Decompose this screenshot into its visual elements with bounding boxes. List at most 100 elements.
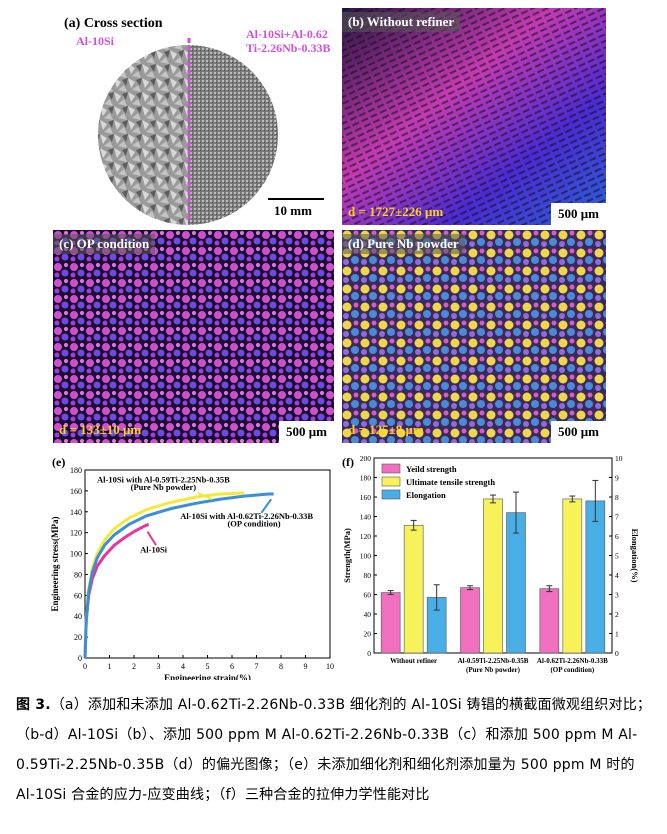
panel-c-label: (c) OP condition	[53, 234, 156, 254]
y-tick-label-e: 180	[70, 466, 82, 475]
y-tick-label-e: 160	[70, 487, 82, 496]
y-tick-label-f: 60	[364, 591, 372, 600]
bar-2-2	[585, 500, 606, 654]
scale-bar-a	[268, 198, 324, 200]
left-tag: Al-10Si	[76, 34, 115, 48]
y-tick-label-f: 120	[360, 532, 372, 541]
y-tick-label-f: 180	[360, 474, 372, 483]
y2-tick-label-f: 1	[615, 630, 619, 639]
y2-tick-label-f: 4	[615, 571, 619, 580]
bar-0-2	[539, 588, 560, 654]
panel-b-label: (b) Without refiner	[342, 12, 461, 32]
x-tick-label-e: 2	[132, 662, 136, 671]
figure-number: 图 3.	[16, 697, 51, 713]
bar-0-0	[380, 592, 401, 654]
y-tick-label-f: 160	[360, 493, 372, 502]
micrograph-d	[342, 230, 606, 443]
x-tick-label-e: 7	[255, 662, 259, 671]
y-axis-label-e: Engineering stress(MPa)	[50, 516, 60, 611]
y-tick-label-f: 140	[360, 513, 372, 522]
scale-label-c: 500 μm	[279, 421, 334, 443]
bar-2-1	[506, 512, 526, 654]
legend-swatch-0	[381, 463, 401, 474]
y-tick-label-f: 40	[364, 610, 372, 619]
y-tick-label-e: 60	[74, 591, 82, 600]
y2-axis-label-f: Elongation(%)	[630, 529, 640, 583]
category-label-2: (OP condition)	[550, 666, 594, 674]
grain-size-d: d = 125±8 μm	[348, 422, 424, 437]
x-tick-label-e: 0	[83, 662, 87, 671]
bar-1-0	[403, 524, 424, 654]
arrow-al10si	[146, 531, 157, 546]
bar-1-2	[562, 498, 583, 654]
scale-label-a: 10 mm	[274, 203, 312, 218]
y-tick-label-f: 100	[360, 552, 372, 561]
category-label-2: Al-0.62Ti-2.26Nb-0.33B	[537, 657, 608, 665]
grain-size-c: d = 133±10 μm	[59, 422, 142, 437]
y-axis-label-f: Strength(MPa)	[342, 528, 352, 583]
bar-0-1	[460, 587, 480, 654]
y-tick-label-e: 40	[74, 612, 82, 621]
y2-tick-label-f: 3	[615, 591, 619, 600]
caption-text: （a）添加和未添加 Al-0.62Ti-2.26Nb-0.33B 细化剂的 Al…	[16, 697, 652, 803]
y2-tick-label-f: 9	[615, 474, 619, 483]
legend-label-1: Ultimate tensile strength	[406, 477, 495, 487]
y-tick-label-f: 0	[367, 649, 371, 658]
scale-label-d: 500 μm	[551, 421, 606, 443]
annotation-pure-nb-sub: (Pure Nb powder)	[131, 482, 197, 492]
stress-strain-chart: (e) 0 1 2 3 4 5 6 7 8 9 10020406080100120140160180…	[50, 455, 334, 680]
annotation-pure-nb: Al-10Si with Al-0.59Ti-2.25Nb-0.35B	[97, 475, 230, 485]
x-tick-label-e: 8	[279, 662, 283, 671]
y2-tick-label-f: 6	[615, 532, 619, 541]
y2-tick-label-f: 7	[615, 513, 619, 522]
y-tick-label-e: 120	[70, 529, 82, 538]
y-tick-label-e: 80	[74, 570, 82, 579]
y2-tick-label-f: 10	[615, 454, 623, 463]
y-tick-label-f: 80	[364, 571, 372, 580]
legend-swatch-2	[381, 489, 401, 500]
panel-e-tag: (e)	[52, 455, 65, 469]
x-tick-label-e: 5	[206, 662, 210, 671]
panel-c-op-condition: (c) OP condition d = 133±10 μm 500 μm	[53, 230, 334, 443]
category-label-1: Al-0.59Ti-2.25Nb-0.35B	[458, 657, 529, 665]
right-tag-line2: Ti-2.26Nb-0.33B	[246, 41, 331, 55]
panel-a-label: (a) Cross section	[64, 16, 163, 31]
annotation-op: Al-10Si with Al-0.62Ti-2.26Nb-0.33B	[180, 511, 313, 521]
annotation-al10si: Al-10Si	[140, 545, 168, 555]
y-tick-label-e: 140	[70, 508, 82, 517]
legend-swatch-1	[381, 476, 401, 487]
y-tick-label-f: 20	[364, 630, 372, 639]
annotation-op-sub: (OP condition)	[227, 518, 280, 528]
x-tick-label-e: 4	[181, 662, 185, 671]
legend-label-0: Yeild strength	[406, 464, 457, 474]
x-axis-label-e: Engineering strain(%)	[164, 673, 251, 680]
panel-d-pure-nb: (d) Pure Nb powder d = 125±8 μm 500 μm	[342, 230, 606, 443]
category-label-0: Without refiner	[390, 657, 437, 665]
legend-label-2: Elongation	[406, 490, 446, 500]
right-tag-line1: Al-10Si+Al-0.62	[246, 27, 328, 41]
arrow-op	[260, 498, 273, 514]
y-tick-label-f: 200	[360, 454, 372, 463]
panel-b-without-refiner: (b) Without refiner d = 1727±226 μm 500 …	[342, 8, 606, 225]
figure-caption: 图 3.（a）添加和未添加 Al-0.62Ti-2.26Nb-0.33B 细化剂…	[16, 690, 654, 810]
micrograph-c	[53, 230, 334, 443]
grain-size-b: d = 1727±226 μm	[348, 204, 444, 219]
category-label-1: (Pure Nb powder)	[466, 666, 521, 674]
panel-f-tag: (f)	[342, 455, 354, 469]
x-tick-label-e: 6	[230, 662, 234, 671]
tensile-properties-chart: (f) 0 20 40 60 80 100 120 140 160 180 200 0 1 2 3 4 5 6 7 8…	[342, 454, 640, 674]
scale-label-b: 500 μm	[551, 203, 606, 225]
bar-1-1	[483, 498, 503, 654]
x-tick-label-e: 1	[108, 662, 112, 671]
y2-tick-label-f: 0	[615, 649, 619, 658]
micrograph-b	[342, 8, 606, 225]
cross-section-image	[98, 38, 278, 225]
y2-tick-label-f: 5	[615, 552, 619, 561]
x-tick-label-e: 9	[304, 662, 308, 671]
y-tick-label-e: 20	[74, 633, 82, 642]
y2-tick-label-f: 2	[615, 610, 619, 619]
y2-tick-label-f: 8	[615, 493, 619, 502]
arrow-pure-nb	[197, 492, 213, 501]
panel-d-label: (d) Pure Nb powder	[342, 234, 465, 254]
x-tick-label-e: 3	[157, 662, 161, 671]
